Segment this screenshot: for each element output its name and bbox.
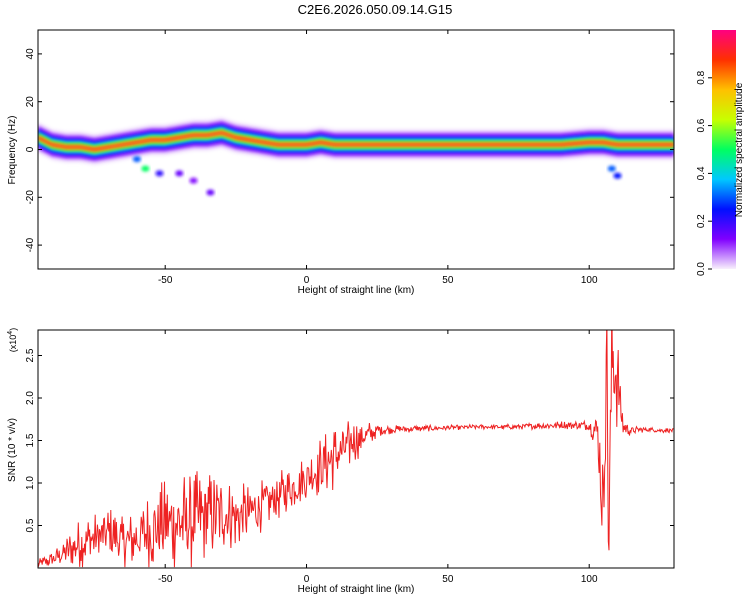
spectrogram-blob-1 [141, 165, 150, 172]
colorbar-tick-label: 0.4 [696, 166, 707, 180]
colorbar: 0.0 0.2 0.4 0.6 0.8 Normalized spectral ampl… [696, 30, 745, 276]
snr-ytick-label: 1.5 [25, 433, 36, 447]
snr-series-line [38, 330, 674, 568]
spectrogram-ylabel: Frequency (Hz) [7, 116, 18, 185]
snr-ytick-label: 2.5 [25, 348, 36, 362]
snr-multiplier-base: (x10 [8, 335, 18, 353]
colorbar-tick-label: 0.6 [696, 118, 707, 132]
snr-ylabel: SNR (10 * v/v) [7, 418, 18, 482]
snr-xtick-label: -50 [158, 574, 173, 585]
colorbar-tick-label: 0.8 [696, 70, 707, 84]
spectrogram-band-6 [38, 131, 674, 151]
spectrogram-xtick-label: -50 [158, 275, 173, 286]
colorbar-gradient [712, 30, 736, 269]
snr-ticks: -50 0 50 100 0.5 1.0 1.5 2.0 2.5 [25, 330, 674, 585]
spectrogram-blob-3 [175, 170, 184, 177]
spectrogram-blob-7 [613, 172, 622, 179]
snr-ytick-label: 1.0 [25, 476, 36, 490]
spectrogram-ytick-label: 0 [25, 146, 36, 152]
spectrogram-ytick-label: -40 [25, 237, 36, 252]
colorbar-tick-label: 0.2 [696, 214, 707, 228]
colorbar-ticks: 0.0 0.2 0.4 0.6 0.8 [696, 70, 712, 276]
spectrogram-blob-6 [607, 165, 616, 172]
spectrogram-ytick-label: -20 [25, 190, 36, 205]
spectrogram-xtick-label: 0 [304, 275, 310, 286]
spectrogram-xlabel: Height of straight line (km) [298, 285, 415, 296]
spectrogram-blob-4 [189, 177, 198, 184]
spectrogram-blob-0 [132, 156, 141, 163]
colorbar-tick-label: 0.0 [696, 262, 707, 276]
spectrogram-ytick-label: 40 [25, 48, 36, 60]
snr-ytick-label: 2.0 [25, 391, 36, 405]
snr-multiplier: (x104) [7, 328, 18, 352]
spectrogram-xtick-label: 100 [581, 275, 598, 286]
spectrogram-ticks: -50 0 50 100 -40 -20 0 20 40 [25, 30, 674, 286]
spectrogram-panel: -50 0 50 100 -40 -20 0 20 40 Height of straight … [7, 29, 675, 296]
snr-xtick-label: 0 [304, 574, 310, 585]
snr-xlabel: Height of straight line (km) [298, 584, 415, 595]
spectrogram-ytick-label: 20 [25, 96, 36, 108]
spectrogram-heatmap [38, 117, 674, 196]
snr-multiplier-exponent: 4 [7, 331, 14, 335]
snr-xtick-label: 100 [581, 574, 598, 585]
snr-panel: -50 0 50 100 0.5 1.0 1.5 2.0 2.5 Height of strai… [7, 328, 675, 595]
colorbar-label: Normalized spectral amplitude [734, 82, 745, 217]
svg-text:(x104): (x104) [7, 328, 18, 352]
snr-ytick-label: 0.5 [25, 518, 36, 532]
figure-title: C2E6.2026.050.09.14.G15 [297, 2, 453, 17]
spectrogram-blob-2 [155, 170, 164, 177]
snr-frame [37, 329, 675, 569]
spectrogram-xtick-label: 50 [442, 275, 454, 286]
spectrogram-blob-5 [206, 189, 215, 196]
snr-xtick-label: 50 [442, 574, 454, 585]
